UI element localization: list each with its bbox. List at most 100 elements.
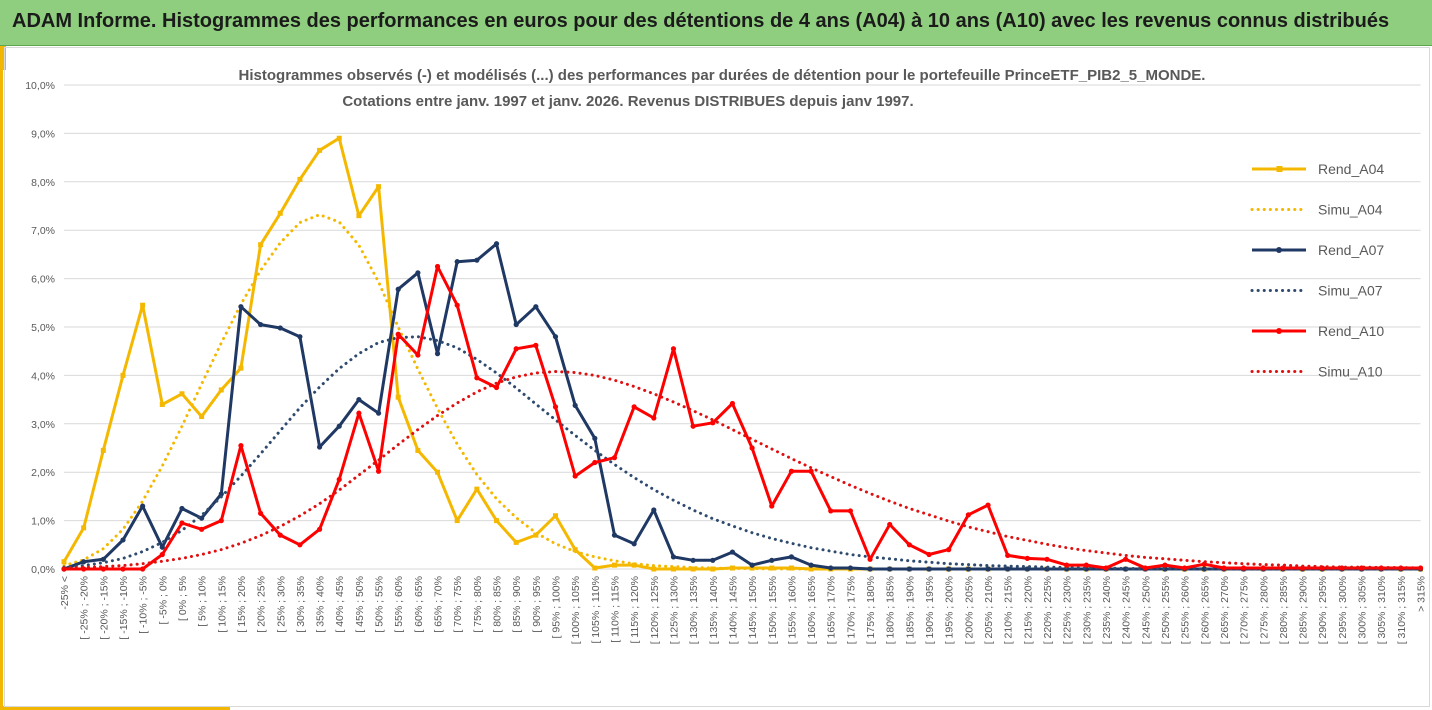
data-point (218, 387, 224, 393)
x-tick-label: [ 60% ; 65% (413, 576, 425, 633)
legend-label: Rend_A10 (1318, 323, 1384, 339)
legend-marker (1276, 247, 1282, 253)
x-tick-label: [ 55% ; 60% (393, 576, 405, 633)
data-point (336, 423, 342, 429)
data-point (454, 518, 460, 524)
x-tick-label: [ -5% ; 0% (157, 576, 169, 624)
legend-label: Simu_A07 (1318, 283, 1383, 299)
gridlines (64, 84, 1421, 570)
data-point (258, 321, 264, 328)
series-rend_a07 (61, 241, 1424, 572)
data-point (965, 512, 971, 518)
series-line-rend_a04 (62, 136, 1421, 571)
data-point (297, 334, 303, 340)
data-point (1123, 556, 1129, 562)
data-point (729, 400, 736, 407)
data-point (179, 520, 185, 526)
x-tick-label: [ 310% ; 315% (1396, 576, 1408, 644)
legend-label: Simu_A04 (1318, 202, 1383, 218)
data-point (1103, 565, 1109, 571)
data-point (81, 559, 87, 565)
x-tick-label: [ 155% ; 160% (786, 576, 798, 644)
x-tick-label: [ 285% ; 290% (1298, 576, 1310, 644)
data-point (847, 508, 854, 514)
x-tick-label: [ 115% ; 120% (629, 576, 641, 644)
x-tick-label: [ 195% ; 200% (944, 576, 956, 644)
data-point (493, 241, 500, 247)
data-point (926, 566, 932, 572)
data-point (631, 404, 637, 410)
data-point (572, 547, 578, 553)
data-point (553, 513, 558, 519)
data-point (140, 566, 146, 572)
data-point (81, 525, 87, 531)
legend-label: Simu_A10 (1318, 364, 1383, 380)
data-point (297, 176, 303, 182)
data-point (592, 565, 598, 571)
x-tick-label: [ 70% ; 75% (452, 576, 464, 633)
x-tick-label: [ 130% ; 135% (688, 576, 700, 644)
x-tick-label: [ 295% ; 300% (1337, 576, 1349, 644)
data-point (1024, 555, 1030, 561)
data-point (454, 259, 460, 265)
data-point (552, 404, 559, 410)
data-point (100, 556, 106, 562)
x-tick-label: [ 95% ; 100% (551, 576, 563, 638)
series-line-simu_a04 (62, 213, 1422, 571)
x-tick-label: [ 245% ; 250% (1140, 576, 1152, 644)
x-tick-label: [ 205% ; 210% (983, 576, 995, 644)
data-point (729, 549, 736, 555)
x-tick-label: [ 265% ; 270% (1219, 576, 1231, 644)
legend-entry-rend_a04: Rend_A04 (1252, 161, 1384, 177)
data-point (277, 532, 283, 538)
y-tick-label: 1,0% (31, 516, 55, 528)
series-line-simu_a07 (62, 335, 1422, 571)
legend-entry-rend_a07: Rend_A07 (1252, 242, 1384, 258)
data-point (670, 566, 676, 572)
x-tick-label: [ 230% ; 235% (1081, 576, 1093, 644)
series-rend_a10 (61, 263, 1424, 572)
x-tick-label: [ 45% ; 50% (354, 576, 366, 633)
data-point (1044, 556, 1050, 562)
x-tick-label: [ -20% ; -15% (98, 576, 110, 640)
data-point (867, 566, 873, 572)
y-tick-label: 5,0% (31, 322, 55, 334)
data-point (651, 566, 657, 572)
data-point (906, 566, 912, 572)
x-tick-label: [ 305% ; 310% (1376, 576, 1388, 644)
x-tick-label: [ 50% ; 55% (374, 576, 386, 633)
data-point (159, 544, 165, 550)
data-point (493, 384, 500, 391)
x-tick-label: [ -25% ; -20% (79, 576, 91, 640)
data-point (120, 566, 126, 572)
data-point (100, 566, 106, 572)
x-tick-label: [ 260% ; 265% (1199, 576, 1211, 644)
data-point (415, 352, 421, 358)
data-point (1241, 565, 1247, 571)
data-point (297, 542, 303, 548)
data-point (906, 542, 912, 548)
accent-bottom-bar (0, 706, 230, 710)
data-point (926, 551, 932, 558)
data-point (454, 302, 460, 308)
x-tick-label: [ 35% ; 40% (315, 576, 327, 633)
y-tick-label: 10,0% (25, 80, 55, 92)
legend: Rend_A04 Simu_A04 Rend_A07 Simu_A07 Rend_A10… (1250, 161, 1384, 380)
y-axis-ticks: 0,0% 1,0% 2,0% 3,0% 4,0% 5,0% 6,0% 7,0% 8,0% 9,0%… (25, 80, 55, 576)
x-tick-label: [ -10% ; -5% (138, 576, 150, 634)
y-tick-label: 6,0% (31, 274, 55, 286)
legend-marker (1276, 166, 1283, 172)
series-simu_a07 (62, 335, 1422, 571)
data-point (572, 473, 578, 479)
y-tick-label: 7,0% (31, 225, 55, 237)
data-point (159, 401, 165, 407)
data-point (199, 526, 205, 532)
data-point (199, 414, 205, 420)
legend-marker (1276, 328, 1282, 334)
data-point (159, 551, 165, 558)
data-point (611, 562, 617, 568)
chart-title-line-1: Histogrammes observés (-) et modélisés (… (239, 67, 1206, 84)
data-point (474, 486, 480, 492)
data-point (887, 521, 893, 528)
